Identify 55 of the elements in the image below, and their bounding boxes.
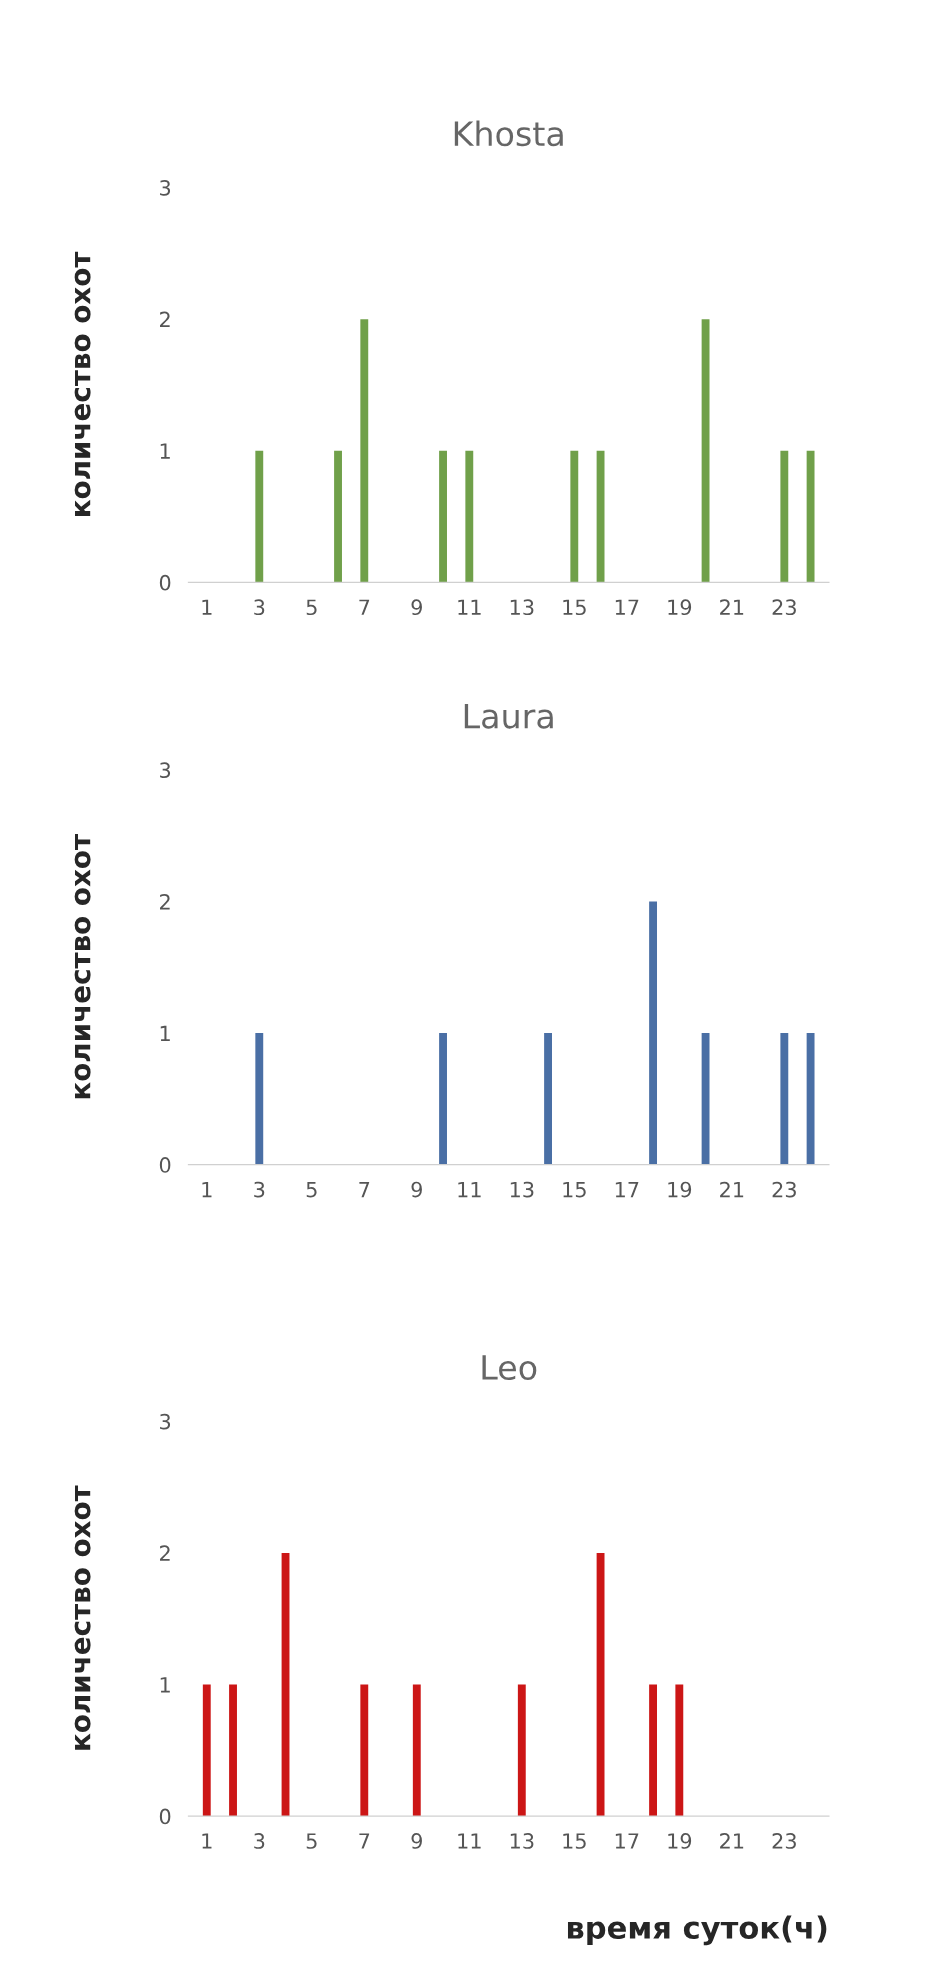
x-tick-label: 5	[306, 1181, 317, 1198]
x-tick-label: 3	[254, 1833, 265, 1849]
x-tick-label: 13	[510, 1181, 534, 1198]
x-tick-label: 17	[615, 1181, 639, 1198]
y-axis-title: количество охот	[74, 251, 91, 516]
x-tick-label: 23	[772, 1181, 796, 1198]
y-tick-label: 2	[160, 893, 170, 910]
x-tick-label: 17	[615, 1833, 639, 1849]
x-tick-label: 13	[510, 599, 534, 616]
x-tick-label: 7	[359, 599, 370, 615]
y-tick-label: 0	[159, 574, 171, 591]
x-tick-label: 5	[306, 599, 317, 616]
chart-title: Leo	[482, 1355, 537, 1381]
x-tick-label: 3	[254, 1181, 265, 1198]
x-tick-label: 15	[563, 599, 586, 616]
x-tick-label: 17	[615, 599, 639, 615]
x-tick-label: 15	[563, 1181, 586, 1198]
x-tick-label: 1	[202, 599, 212, 615]
y-axis-title: количество охот	[74, 1485, 91, 1750]
chart-title: Khosta	[454, 120, 563, 147]
x-tick-label: 9	[411, 599, 422, 616]
x-tick-label: 7	[359, 1181, 370, 1198]
x-tick-label: 23	[772, 599, 796, 616]
x-tick-label: 21	[720, 1833, 744, 1849]
x-tick-label: 9	[411, 1833, 422, 1849]
y-tick-label: 0	[159, 1157, 171, 1173]
x-tick-label: 3	[254, 599, 265, 616]
x-tick-label: 11	[458, 1181, 481, 1198]
y-tick-label: 3	[160, 1413, 171, 1430]
x-tick-label: 11	[458, 1833, 481, 1849]
x-tick-label: 1	[202, 1181, 212, 1198]
x-tick-label: 5	[306, 1833, 317, 1849]
x-tick-label: 7	[359, 1833, 370, 1849]
y-tick-label: 1	[160, 1677, 170, 1693]
x-tick-label: 19	[668, 1833, 692, 1849]
y-axis-title: количество охот	[74, 834, 91, 1099]
x-tick-label: 13	[510, 1833, 534, 1849]
x-tick-label: 21	[720, 1181, 744, 1198]
x-tick-label: 21	[720, 599, 744, 615]
y-tick-label: 2	[160, 311, 170, 328]
y-tick-label: 2	[160, 1545, 170, 1561]
x-tick-label: 19	[668, 599, 692, 616]
y-tick-label: 0	[159, 1808, 171, 1825]
y-tick-label: 1	[160, 443, 170, 459]
x-axis-title: время суток(ч)	[567, 1915, 827, 1946]
chart-title: Laura	[464, 703, 553, 729]
x-tick-label: 9	[411, 1181, 422, 1198]
x-tick-label: 1	[202, 1833, 212, 1849]
x-tick-label: 11	[458, 599, 481, 615]
x-tick-label: 19	[668, 1181, 692, 1198]
x-tick-label: 23	[772, 1833, 796, 1849]
y-tick-label: 3	[160, 762, 171, 779]
y-tick-label: 3	[160, 179, 171, 196]
y-tick-label: 1	[160, 1025, 170, 1041]
x-tick-label: 15	[563, 1833, 586, 1849]
